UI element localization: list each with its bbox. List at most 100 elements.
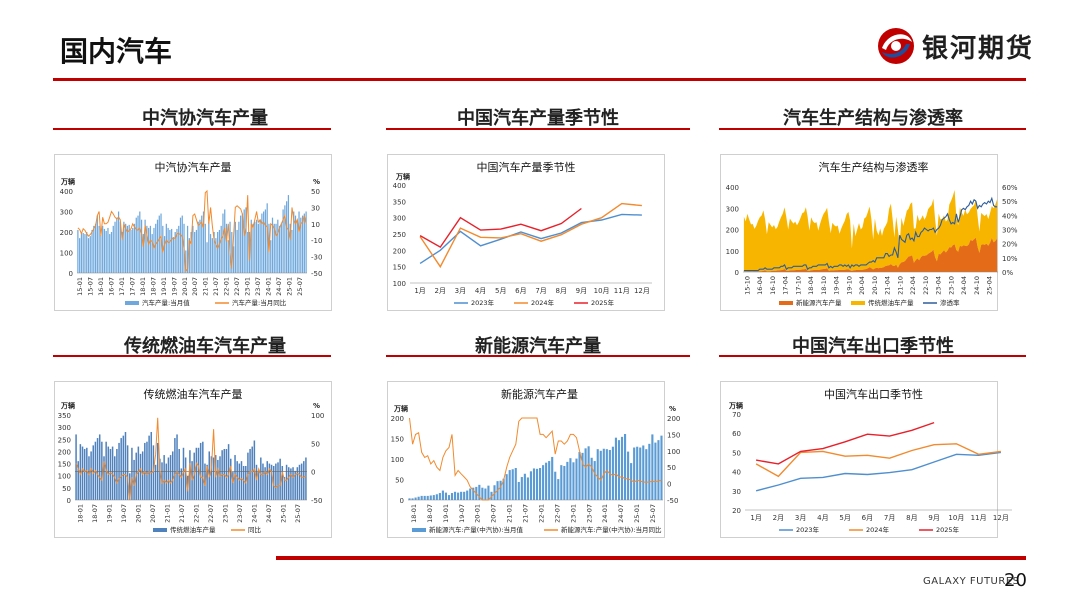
bar — [293, 211, 295, 273]
bar — [199, 219, 201, 273]
bar — [627, 451, 630, 500]
y2-tick-label: 10% — [1002, 255, 1018, 263]
x-tick-label: 23-07 — [236, 504, 244, 523]
bar — [260, 457, 262, 500]
chart-title: 新能源汽车产量 — [501, 387, 578, 401]
bar — [155, 223, 157, 273]
galaxy-logo-icon — [878, 28, 914, 64]
bar — [450, 493, 454, 500]
bar — [234, 455, 236, 500]
bar — [121, 232, 123, 273]
bar — [245, 207, 247, 273]
series-line — [75, 417, 307, 501]
y-tick-label: 50 — [62, 485, 71, 493]
bar — [144, 219, 146, 273]
x-tick-label: 24-01 — [264, 277, 272, 296]
series-line — [755, 443, 1001, 478]
bar — [275, 463, 277, 500]
bar — [284, 205, 286, 273]
y2-tick-label: 150 — [667, 431, 680, 439]
bar — [529, 471, 533, 500]
section-divider-2 — [386, 128, 690, 130]
bar — [100, 235, 102, 273]
y-tick-label: 0 — [400, 497, 404, 505]
bar — [279, 458, 281, 500]
chart-box-1: 中汽协汽车产量 万辆% 0 100 200 300 400 -50 -30 -10 10 30 50 15… — [54, 154, 332, 311]
bar — [119, 221, 121, 273]
bar — [281, 466, 284, 500]
y-tick-label: 200 — [726, 227, 739, 235]
bar — [270, 464, 273, 500]
x-tick-label: 22-04 — [909, 276, 917, 295]
x-tick-label: 24-01 — [601, 504, 609, 523]
bar — [271, 217, 274, 273]
y-tick-label: 300 — [726, 205, 739, 213]
bar — [499, 480, 502, 500]
y2-tick-label: 0% — [1002, 269, 1013, 277]
page-number: 20 — [1004, 570, 1027, 591]
bar — [526, 477, 529, 500]
y2-tick-label: -50 — [311, 270, 322, 278]
bar — [220, 225, 222, 273]
bar — [247, 232, 249, 273]
bar — [487, 485, 490, 500]
x-tick-label: 25-07 — [649, 504, 657, 523]
x-tick-label: 18-07 — [426, 504, 434, 523]
x-tick-label: 16-01 — [97, 277, 105, 296]
x-tick-label: 18-07 — [149, 277, 157, 296]
bar — [438, 493, 441, 500]
bar — [523, 473, 526, 500]
bar — [229, 458, 232, 500]
x-tick-label: 19-10 — [845, 276, 853, 295]
bar — [112, 225, 114, 273]
bar — [130, 229, 132, 273]
bar — [110, 232, 113, 273]
bar — [211, 238, 213, 273]
bar — [148, 435, 150, 500]
y2-tick-label: 0 — [311, 469, 315, 477]
bar — [623, 433, 627, 500]
y2-tick-label: 50 — [311, 188, 320, 196]
bar — [254, 221, 256, 273]
bar — [214, 455, 217, 500]
bar — [426, 495, 429, 500]
bar — [185, 250, 187, 273]
y-axis-unit: 万辆 — [395, 172, 410, 181]
bar — [182, 447, 185, 500]
bar — [186, 225, 189, 273]
x-tick-label: 23-10 — [947, 276, 955, 295]
chart-box-4: 传统燃油车汽车产量 万辆% 0 50 100 150 200 250 300 350 -50 0 50 1… — [54, 381, 332, 538]
bar — [102, 225, 104, 273]
x-tick-label: 19-04 — [833, 276, 841, 295]
section-divider-5 — [386, 355, 690, 357]
bar — [77, 461, 79, 500]
bar — [174, 232, 176, 273]
y-axis-unit-right: % — [313, 402, 320, 410]
bar — [201, 215, 203, 273]
bar — [657, 440, 660, 500]
y-tick-label: 30 — [732, 488, 741, 496]
bar — [633, 447, 636, 500]
bar — [560, 465, 563, 500]
x-tick-label: 19-07 — [458, 504, 466, 523]
chart-title: 传统燃油车汽车产量 — [144, 387, 243, 401]
series-line — [419, 207, 582, 249]
bar — [218, 229, 221, 273]
x-tick-label: 23-04 — [935, 276, 943, 295]
bar — [620, 436, 624, 500]
bar — [171, 228, 173, 273]
x-tick-label: 17-04 — [782, 276, 790, 295]
y2-tick-label: 50 — [311, 440, 320, 448]
x-tick-label: 16-04 — [756, 276, 764, 295]
bar — [648, 443, 651, 500]
bar — [77, 229, 79, 273]
bar — [171, 451, 174, 500]
chart-structure-penetration: 汽车生产结构与渗透率 0 100 200 300 400 0% 10% 20% 30% 40% 50%… — [726, 160, 1018, 307]
y2-tick-label: -50 — [311, 497, 322, 505]
bar — [481, 487, 484, 500]
bar — [249, 449, 251, 500]
x-tick-label: 11月 — [614, 287, 630, 295]
bar — [137, 446, 140, 500]
bar — [197, 221, 199, 273]
